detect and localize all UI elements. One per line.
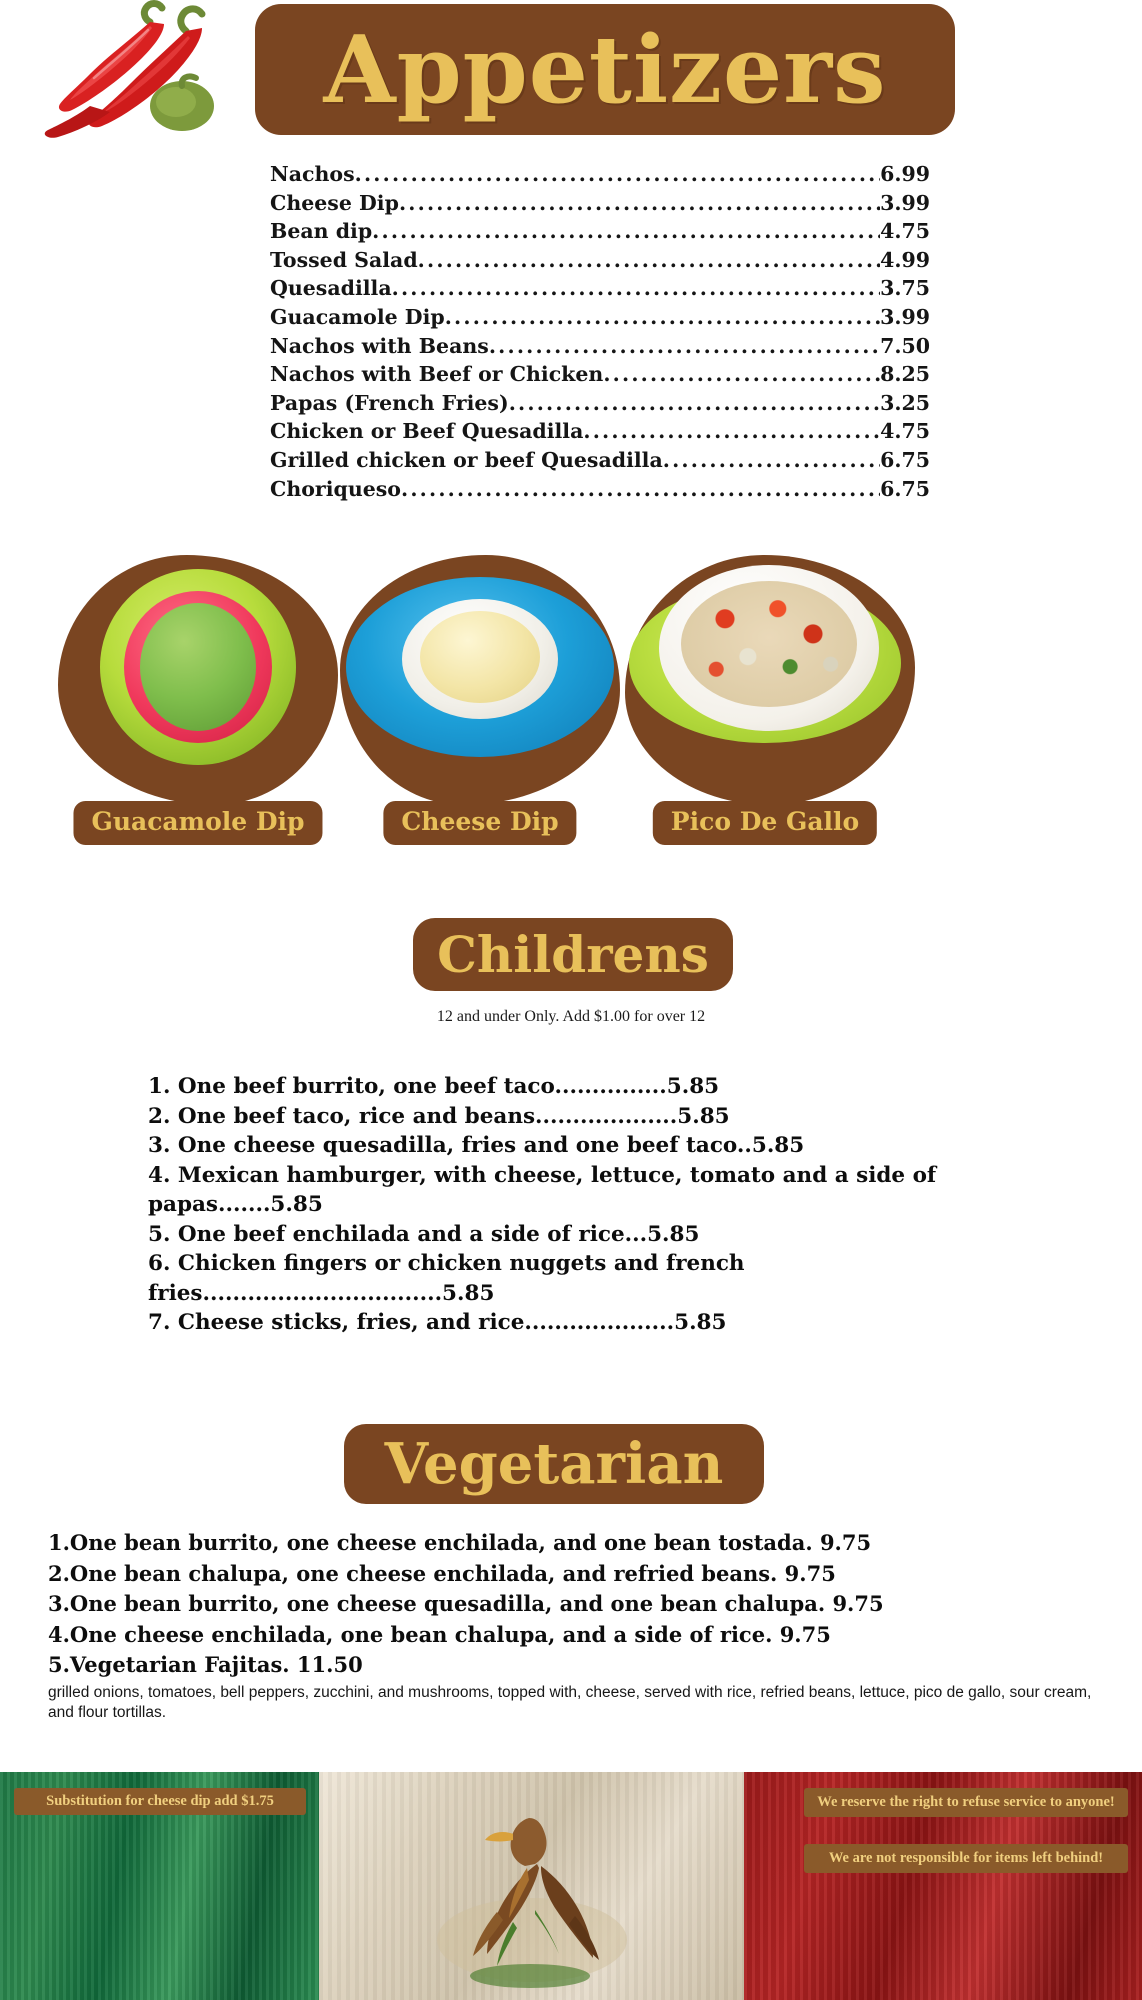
appetizer-name: Nachos — [270, 162, 355, 186]
appetizers-title: Appetizers — [323, 15, 887, 124]
appetizer-row: Tossed Salad............................… — [270, 246, 930, 275]
appetizer-price: 3.25 — [880, 390, 930, 415]
dot-leader: ........................................… — [372, 219, 881, 244]
guacamole-food — [140, 603, 256, 731]
dot-leader: ........................................… — [662, 447, 880, 472]
childrens-item: 3. One cheese quesadilla, fries and one … — [148, 1133, 805, 1158]
dot-leader: ........................................… — [417, 247, 880, 272]
appetizers-list: Nachos..................................… — [270, 160, 930, 503]
vegetarian-title-pill: Vegetarian — [344, 1424, 764, 1504]
dot-leader: ........................................… — [444, 304, 880, 329]
childrens-item: 7. Cheese sticks, fries, and rice.......… — [148, 1310, 727, 1335]
appetizer-name: Chicken or Beef Quesadilla — [270, 419, 584, 444]
appetizer-price: 6.99 — [880, 162, 930, 186]
dish-label-guacamole: Guacamole Dip — [73, 801, 323, 845]
dot-leader: ........................................… — [583, 419, 880, 444]
appetizer-row: Quesadilla..............................… — [270, 274, 930, 303]
appetizer-row: Bean dip................................… — [270, 217, 930, 246]
vegetarian-title: Vegetarian — [384, 1431, 724, 1497]
childrens-item: 4. Mexican hamburger, with cheese, lettu… — [148, 1162, 937, 1218]
childrens-item: 5. One beef enchilada and a side of rice… — [148, 1221, 700, 1247]
appetizer-price: 3.99 — [880, 190, 930, 215]
vegetarian-item: 2.One bean chalupa, one cheese enchilada… — [48, 1560, 836, 1586]
childrens-title-pill: Childrens — [413, 918, 733, 991]
appetizer-name: Bean dip — [270, 219, 373, 244]
appetizer-row: Papas (French Fries)....................… — [270, 389, 930, 418]
flag-red-panel: We reserve the right to refuse service t… — [744, 1772, 1142, 2000]
flag-green-panel: Substitution for cheese dip add $1.75 — [0, 1772, 319, 2000]
appetizer-name: Choriqueso — [270, 476, 401, 501]
dish-label-cheese-dip: Cheese Dip — [383, 801, 577, 845]
vegetarian-list: 1.One bean burrito, one cheese enchilada… — [48, 1528, 1118, 1723]
appetizer-price: 4.75 — [880, 219, 930, 244]
childrens-item: 1. One beef burrito, one beef taco......… — [148, 1074, 720, 1099]
refuse-service-note: We reserve the right to refuse service t… — [804, 1788, 1128, 1817]
dish-guacamole: Guacamole Dip — [48, 555, 348, 855]
appetizer-name: Papas (French Fries) — [270, 390, 509, 415]
childrens-item: 2. One beef taco, rice and beans........… — [148, 1103, 730, 1129]
appetizer-name: Tossed Salad — [270, 247, 418, 272]
vegetarian-item: 4.One cheese enchilada, one bean chalupa… — [48, 1621, 831, 1647]
appetizer-name: Cheese Dip — [270, 190, 399, 215]
items-left-behind-note: We are not responsible for items left be… — [804, 1844, 1128, 1873]
dot-leader: ........................................… — [354, 162, 881, 186]
dish-label-pico-de-gallo: Pico De Gallo — [652, 801, 878, 845]
eagle-emblem-icon — [417, 1790, 647, 1990]
appetizer-price: 6.75 — [880, 476, 930, 501]
appetizer-price: 7.50 — [880, 333, 930, 358]
appetizer-row: Choriqueso..............................… — [270, 475, 930, 504]
cheese-dip-food — [420, 611, 540, 703]
appetizer-name: Nachos with Beef or Chicken — [270, 362, 604, 387]
substitution-note: Substitution for cheese dip add $1.75 — [14, 1788, 306, 1815]
dot-leader: ........................................… — [391, 276, 880, 301]
chili-peppers-icon — [30, 0, 280, 140]
appetizer-name: Nachos with Beans — [270, 333, 489, 358]
mexican-flag-footer: Substitution for cheese dip add $1.75 — [0, 1772, 1142, 2000]
appetizer-price: 4.99 — [880, 247, 930, 272]
appetizer-row: Nachos with Beef or Chicken.............… — [270, 360, 930, 389]
dot-leader: ........................................… — [488, 333, 881, 358]
appetizer-row: Nachos with Beans.......................… — [270, 332, 930, 361]
appetizer-row: Chicken or Beef Quesadilla..............… — [270, 417, 930, 446]
appetizer-row: Cheese Dip..............................… — [270, 189, 930, 218]
appetizer-row: Grilled chicken or beef Quesadilla......… — [270, 446, 930, 475]
childrens-note: 12 and under Only. Add $1.00 for over 12 — [436, 1008, 706, 1025]
childrens-title: Childrens — [437, 925, 709, 984]
appetizer-name: Guacamole Dip — [270, 304, 445, 329]
appetizer-price: 6.75 — [880, 447, 930, 472]
vegetarian-item: 3.One bean burrito, one cheese quesadill… — [48, 1591, 884, 1616]
appetizer-price: 8.25 — [880, 362, 930, 387]
dish-cheese-dip: Cheese Dip — [330, 555, 630, 855]
childrens-item: 6. Chicken fingers or chicken nuggets an… — [148, 1251, 745, 1306]
childrens-list: 1. One beef burrito, one beef taco......… — [148, 1072, 1088, 1338]
appetizers-banner: Appetizers — [255, 4, 955, 135]
dot-leader: ........................................… — [398, 190, 881, 215]
appetizer-price: 4.75 — [880, 419, 930, 444]
dish-photo-row: Guacamole Dip Cheese Dip Pico De Gallo — [0, 555, 1142, 875]
vegetarian-description: grilled onions, tomatoes, bell peppers, … — [48, 1683, 1092, 1721]
dot-leader: ........................................… — [508, 390, 880, 415]
dot-leader: ........................................… — [400, 476, 881, 501]
vegetarian-item: 5.Vegetarian Fajitas. 11.50 — [48, 1652, 363, 1677]
appetizer-name: Quesadilla — [270, 276, 392, 301]
appetizer-row: Guacamole Dip...........................… — [270, 303, 930, 332]
appetizer-row: Nachos..................................… — [270, 160, 930, 189]
pico-food — [681, 581, 857, 707]
dish-pico-de-gallo: Pico De Gallo — [615, 555, 915, 855]
appetizer-price: 3.99 — [880, 304, 930, 329]
dot-leader: ........................................… — [603, 362, 881, 387]
vegetarian-item: 1.One bean burrito, one cheese enchilada… — [48, 1530, 872, 1555]
flag-white-panel — [319, 1772, 744, 2000]
appetizer-name: Grilled chicken or beef Quesadilla — [270, 447, 663, 472]
appetizer-price: 3.75 — [880, 276, 930, 301]
